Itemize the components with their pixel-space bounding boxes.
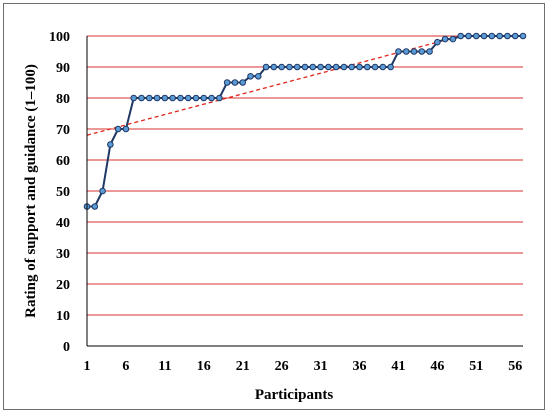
data-point (317, 63, 324, 71)
data-point (107, 141, 114, 148)
x-tick-label: 6 (122, 359, 129, 374)
x-tick-label: 16 (197, 359, 211, 374)
y-tick-label: 10 (56, 309, 70, 324)
data-point (309, 63, 317, 71)
x-tick-label: 11 (158, 359, 171, 374)
data-point (223, 79, 231, 86)
data-point (449, 35, 457, 43)
x-tick-label: 41 (391, 359, 405, 374)
y-tick-label: 70 (56, 123, 70, 138)
data-point (286, 63, 293, 71)
x-tick-label: 56 (508, 359, 522, 374)
data-point (184, 94, 192, 102)
data-point (426, 48, 433, 55)
data-point (488, 32, 496, 40)
data-point (278, 63, 285, 71)
x-tick-label: 31 (314, 359, 328, 374)
data-point (114, 125, 122, 133)
data-point (472, 32, 480, 40)
data-point (145, 94, 153, 102)
data-point (496, 32, 503, 40)
series-line (87, 35, 523, 208)
data-point (457, 32, 465, 40)
data-point (254, 73, 262, 80)
data-point (91, 203, 99, 210)
data-point (301, 63, 309, 71)
data-point (153, 94, 161, 102)
x-tick-label: 21 (236, 359, 250, 374)
data-point (169, 94, 176, 102)
data-point (434, 38, 441, 46)
y-tick-label: 20 (56, 278, 70, 293)
data-point (99, 187, 106, 195)
data-point (270, 63, 278, 71)
x-tick-label: 36 (353, 359, 367, 374)
data-point (504, 32, 511, 40)
x-axis-title: Participants (255, 387, 333, 403)
data-point (247, 73, 254, 80)
data-point (192, 94, 200, 102)
data-point (371, 63, 379, 71)
series-layer (83, 32, 527, 210)
data-point (231, 79, 239, 86)
data-point (177, 94, 184, 102)
data-point (216, 94, 223, 102)
data-point (465, 32, 472, 40)
data-point (441, 35, 449, 43)
data-point (332, 63, 340, 71)
x-tick-label: 26 (275, 359, 289, 374)
y-tick-label: 100 (49, 30, 70, 45)
y-tick-label: 60 (56, 154, 70, 169)
data-point (410, 48, 418, 55)
data-point (348, 63, 356, 71)
data-point (519, 32, 527, 40)
data-point (208, 94, 215, 102)
data-point (122, 125, 130, 133)
data-point (138, 94, 145, 102)
data-point (200, 94, 208, 102)
data-point (293, 63, 301, 71)
y-tick-label: 50 (56, 185, 70, 200)
y-tick-label: 30 (56, 247, 70, 262)
y-tick-label: 80 (56, 92, 70, 107)
data-point (387, 63, 394, 71)
data-point (262, 63, 270, 71)
data-point (395, 48, 402, 55)
data-point (379, 63, 387, 71)
data-point (402, 48, 410, 55)
x-tick-label: 1 (84, 359, 91, 374)
x-tick-label: 46 (430, 359, 444, 374)
y-axis-title: Rating of support and guidance (1–100) (23, 64, 39, 318)
data-point (340, 63, 348, 71)
data-point (130, 94, 138, 102)
y-tick-label: 90 (56, 61, 70, 76)
data-point (480, 32, 488, 40)
axes (86, 36, 523, 347)
data-point (325, 63, 332, 71)
data-point (511, 32, 519, 40)
data-point (418, 48, 426, 55)
y-tick-label: 40 (56, 216, 70, 231)
data-point (239, 79, 247, 86)
x-tick-label: 51 (469, 359, 483, 374)
y-tick-label: 0 (63, 340, 70, 355)
data-point (356, 63, 363, 71)
data-point (161, 94, 169, 102)
data-point (363, 63, 371, 71)
